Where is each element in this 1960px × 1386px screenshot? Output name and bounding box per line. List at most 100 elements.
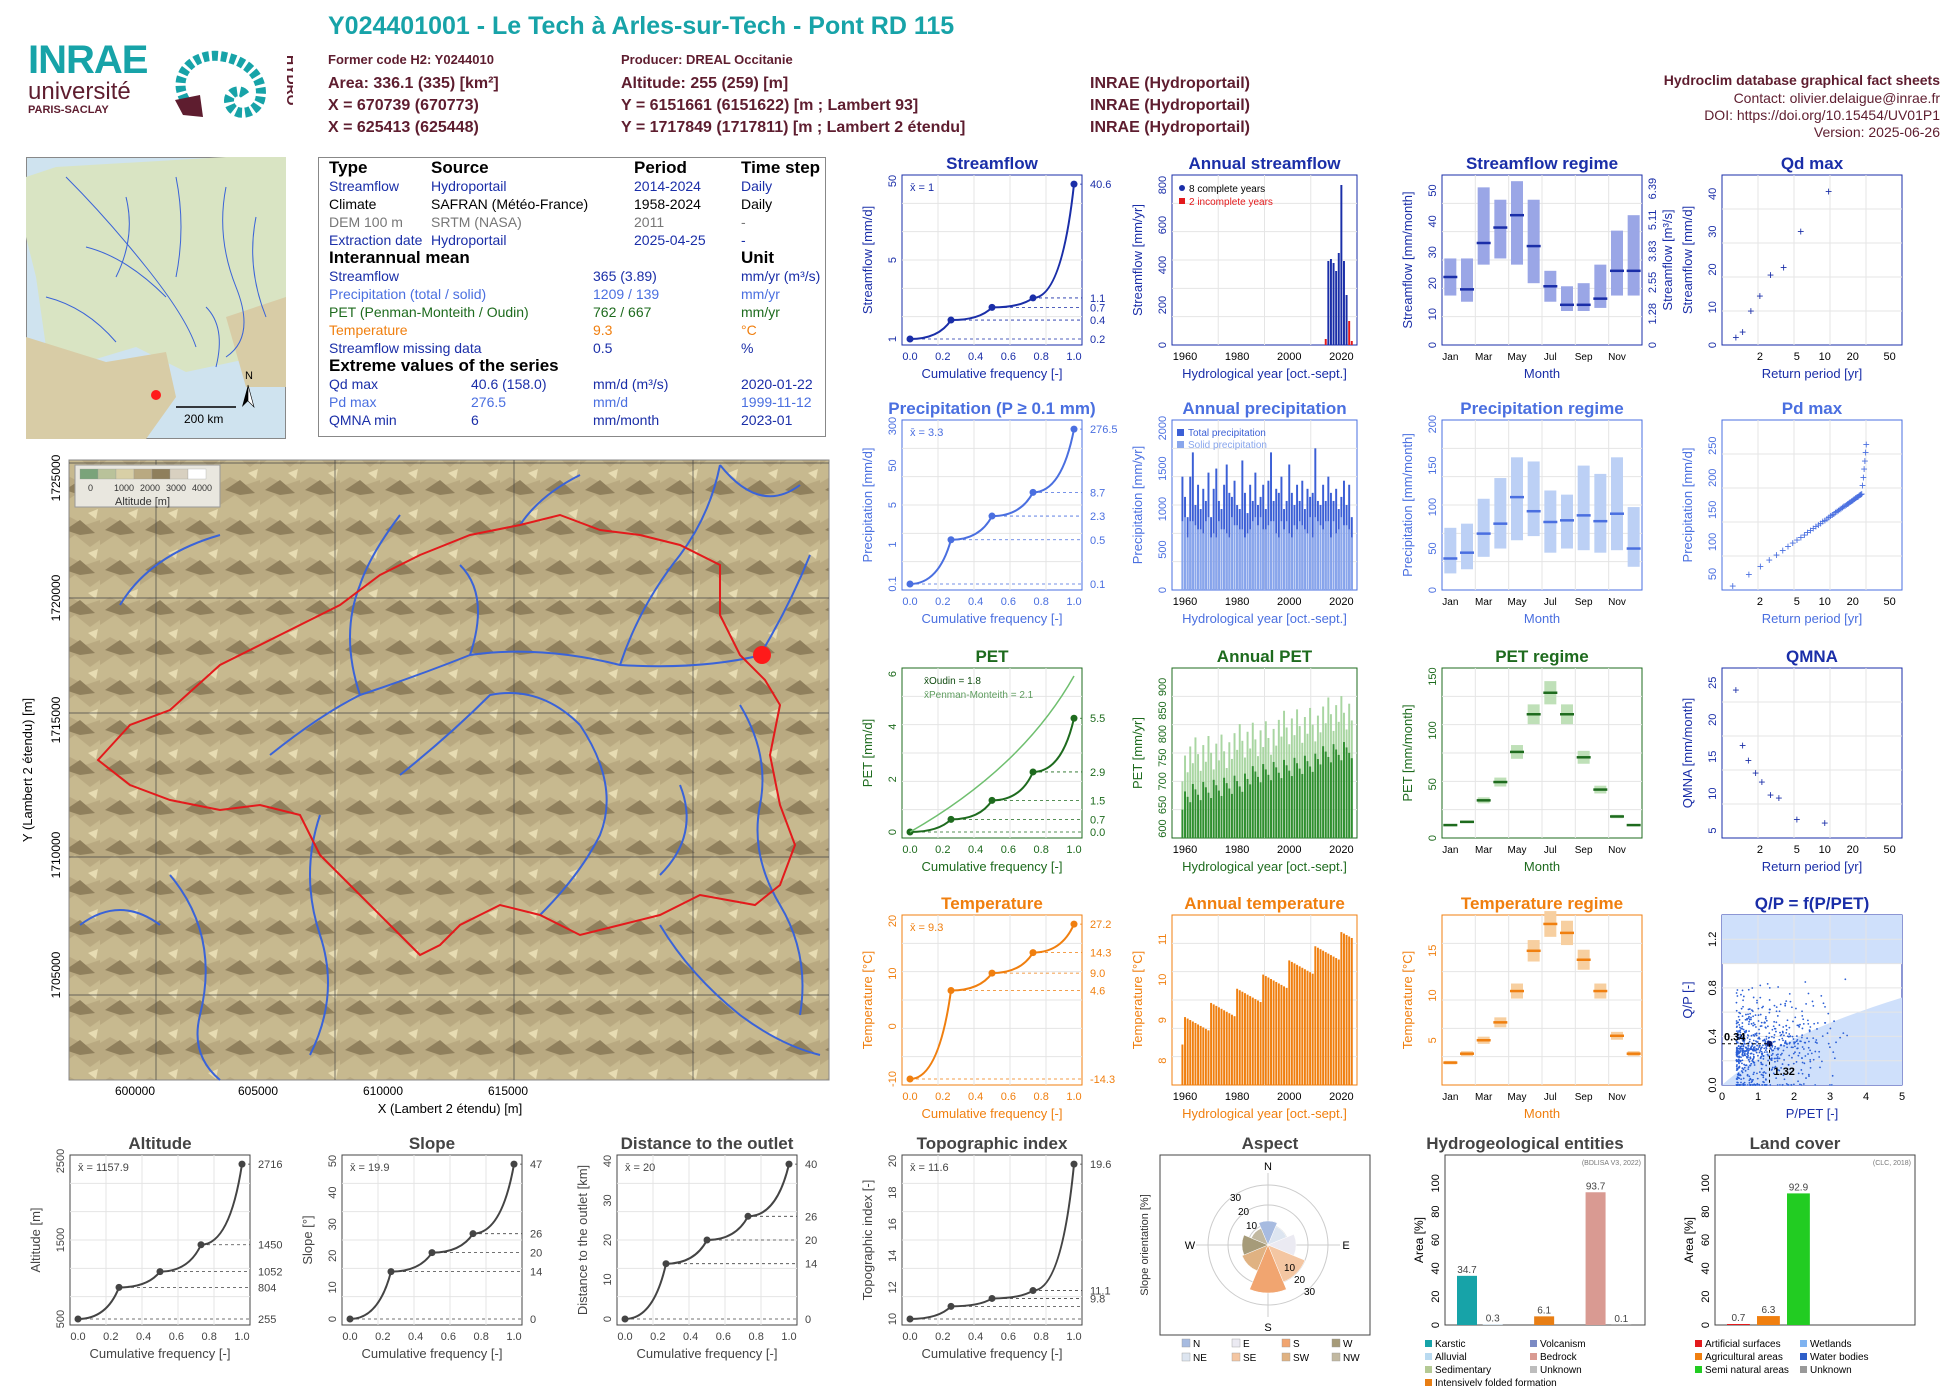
scatter-point bbox=[1794, 1045, 1796, 1048]
bar bbox=[1283, 529, 1286, 590]
bar bbox=[1181, 521, 1184, 590]
scatter-point bbox=[1768, 1008, 1771, 1011]
y-tick: 80 bbox=[1700, 1206, 1712, 1218]
scatter-point bbox=[1735, 1049, 1738, 1052]
scatter-point bbox=[1742, 1044, 1745, 1046]
scatter-point bbox=[1833, 1020, 1835, 1023]
scatter-point bbox=[1786, 1046, 1788, 1049]
legend-swatch bbox=[1530, 1353, 1537, 1360]
bar bbox=[1288, 533, 1291, 590]
scatter-point bbox=[1800, 1069, 1803, 1071]
mean-label: x̄ = 9.3 bbox=[910, 922, 943, 934]
scatter-point bbox=[1736, 1047, 1739, 1049]
scatter-point bbox=[1741, 1067, 1744, 1070]
scatter-point bbox=[1748, 1075, 1751, 1078]
scatter-point bbox=[1769, 1058, 1772, 1060]
bar bbox=[1199, 1025, 1202, 1085]
bar bbox=[1191, 452, 1194, 590]
bar bbox=[1194, 505, 1197, 590]
scatter-point bbox=[1735, 1084, 1738, 1086]
bar bbox=[1236, 781, 1239, 838]
scatter-point bbox=[1746, 1053, 1749, 1056]
scatter-point bbox=[1768, 1036, 1771, 1039]
plot-area bbox=[1444, 1154, 1646, 1326]
x-tick: 0.8 bbox=[474, 1331, 489, 1343]
bar bbox=[1277, 719, 1280, 838]
bar bbox=[1309, 517, 1312, 590]
scatter-point bbox=[1738, 1059, 1741, 1062]
scatter-point bbox=[1736, 1060, 1739, 1062]
scatter-point bbox=[1748, 1079, 1751, 1082]
scatter-point bbox=[1738, 1084, 1741, 1086]
data-point: + bbox=[1789, 536, 1796, 550]
scatter-point bbox=[1789, 1035, 1792, 1037]
plot-area bbox=[1441, 174, 1643, 346]
legend-swatch bbox=[1331, 1338, 1341, 1348]
quantile-label: 0.7 bbox=[1090, 302, 1105, 314]
bar bbox=[1181, 809, 1184, 838]
bar bbox=[1270, 521, 1272, 590]
y-tick: -10 bbox=[887, 1071, 899, 1087]
chart-title: Temperature regime bbox=[1461, 894, 1623, 913]
scatter-point bbox=[1749, 1048, 1752, 1051]
legend-label: N bbox=[1193, 1339, 1200, 1350]
scatter-point bbox=[1748, 1008, 1751, 1010]
data-point: + bbox=[1817, 516, 1824, 530]
scatter-point bbox=[1755, 1032, 1758, 1035]
scatter-point bbox=[1735, 1033, 1738, 1036]
scatter-point bbox=[1802, 1048, 1805, 1050]
scatter-point bbox=[1795, 1035, 1798, 1037]
scatter-point bbox=[1747, 1058, 1750, 1061]
scatter-point bbox=[1745, 1064, 1748, 1067]
data-point: + bbox=[1801, 528, 1808, 542]
bar bbox=[1319, 525, 1322, 590]
bar bbox=[1337, 754, 1340, 838]
data-point bbox=[662, 1260, 670, 1268]
scatter-point bbox=[1761, 1052, 1764, 1055]
scatter-point bbox=[1741, 1039, 1744, 1041]
box bbox=[1461, 1051, 1473, 1057]
bar bbox=[1309, 707, 1312, 838]
bar bbox=[1327, 261, 1330, 345]
bar bbox=[1264, 976, 1267, 1085]
scatter-point bbox=[1788, 1054, 1791, 1057]
scatter-point bbox=[1762, 1055, 1765, 1057]
bar bbox=[1345, 935, 1348, 1085]
y2-axis-label: Streamflow [m³/s] bbox=[1660, 209, 1675, 310]
bar bbox=[1202, 1027, 1205, 1085]
scatter-point bbox=[1809, 1058, 1812, 1061]
x-tick: 2020 bbox=[1329, 844, 1353, 856]
scatter-point bbox=[1739, 1059, 1742, 1062]
y-tick: 40 bbox=[1707, 188, 1719, 200]
scatter-point bbox=[1803, 1041, 1806, 1044]
data-point: + bbox=[1797, 225, 1804, 239]
scatter-point bbox=[1738, 1030, 1741, 1032]
scatter-point bbox=[1780, 1044, 1783, 1047]
bar bbox=[1251, 997, 1254, 1085]
bar bbox=[1332, 263, 1335, 345]
legend-swatch bbox=[1425, 1340, 1432, 1347]
data-point bbox=[469, 1230, 477, 1238]
scatter-point bbox=[1745, 1049, 1748, 1052]
scatter-point bbox=[1785, 1024, 1788, 1027]
scatter-point bbox=[1763, 1081, 1765, 1084]
data-point bbox=[621, 1315, 629, 1323]
legend-label: 2 incomplete years bbox=[1189, 197, 1273, 208]
chart-qp_pet: Q/P = f(P/PET)P/PET [-]Q/P [-]0.341.320 1… bbox=[1680, 894, 1905, 1121]
scatter-point bbox=[1802, 1018, 1805, 1021]
scatter-point bbox=[1788, 1042, 1791, 1045]
box bbox=[1444, 824, 1457, 827]
scatter-point bbox=[1758, 1046, 1761, 1048]
bar bbox=[1202, 533, 1205, 590]
y-tick: 0 bbox=[887, 829, 899, 835]
scatter-point bbox=[1806, 1037, 1809, 1040]
bar bbox=[1288, 960, 1291, 1085]
box bbox=[1444, 527, 1457, 574]
x-tick: 0.8 bbox=[1034, 596, 1049, 608]
chart-title: Pd max bbox=[1782, 399, 1843, 418]
scatter-point bbox=[1765, 1084, 1768, 1086]
doi-link[interactable]: DOI: https://doi.org/10.15454/UV01P1 bbox=[1704, 107, 1940, 123]
scatter-point bbox=[1776, 1057, 1779, 1060]
bar bbox=[1189, 1020, 1192, 1085]
scatter-point bbox=[1746, 1073, 1749, 1076]
